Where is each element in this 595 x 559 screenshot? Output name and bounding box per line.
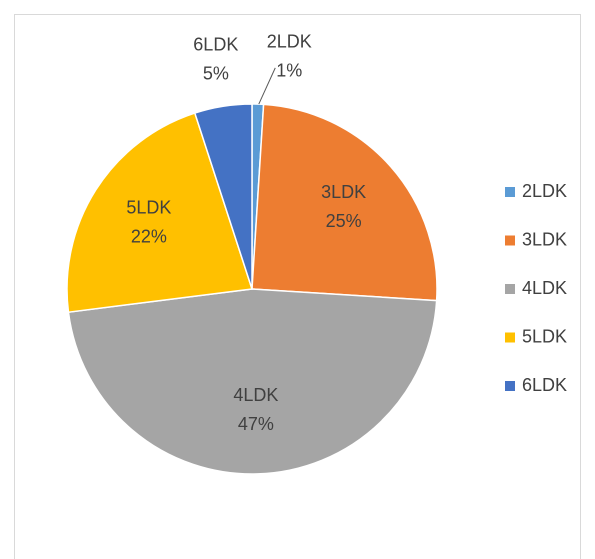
data-label-category: 2LDK bbox=[267, 32, 312, 52]
legend-swatch bbox=[505, 332, 515, 343]
legend-swatch bbox=[505, 187, 515, 197]
pie-slice bbox=[193, 103, 253, 290]
data-label-category: 3LDK bbox=[321, 182, 366, 202]
data-label-value: 22% bbox=[131, 226, 167, 246]
data-label-value: 47% bbox=[238, 414, 274, 434]
legend-label: 5LDK bbox=[522, 326, 567, 346]
data-label-value: 1% bbox=[276, 61, 302, 81]
data-label-value: 5% bbox=[203, 63, 229, 83]
data-label-category: 4LDK bbox=[233, 385, 278, 405]
pie-slice bbox=[67, 288, 438, 475]
legend-label: 4LDK bbox=[522, 278, 567, 298]
data-label-category: 6LDK bbox=[193, 34, 238, 54]
legend-label: 3LDK bbox=[522, 229, 567, 249]
pie-slice bbox=[66, 112, 253, 314]
leader-line bbox=[258, 67, 276, 105]
legend-swatch bbox=[505, 235, 515, 246]
pie-slice bbox=[251, 103, 438, 302]
legend-swatch bbox=[505, 381, 515, 391]
legend-label: 2LDK bbox=[522, 181, 567, 201]
data-label-value: 25% bbox=[326, 211, 362, 231]
legend-label: 6LDK bbox=[522, 375, 567, 395]
legend-swatch bbox=[505, 284, 515, 294]
data-label-category: 5LDK bbox=[126, 197, 171, 217]
